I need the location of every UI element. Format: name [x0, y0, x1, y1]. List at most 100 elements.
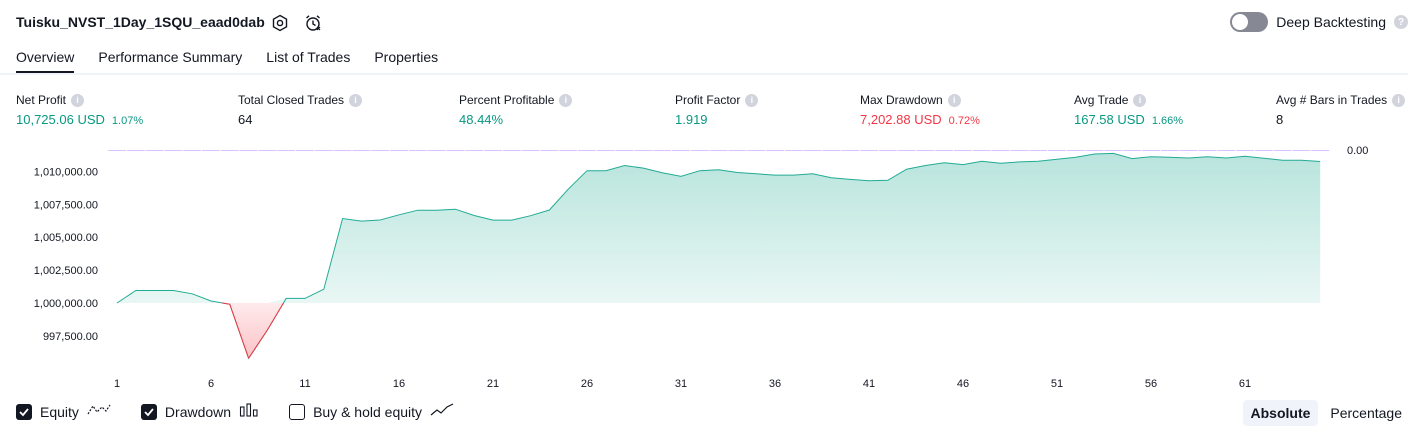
- legend-label: Buy & hold equity: [313, 403, 423, 420]
- legend-equity[interactable]: Equity: [16, 402, 111, 421]
- equity-line-icon: [87, 402, 111, 421]
- drawdown-bar: [954, 150, 972, 151]
- drawdown-bar: [1311, 150, 1330, 151]
- drawdown-checkbox[interactable]: [140, 403, 157, 420]
- equity-checkbox[interactable]: [16, 403, 32, 420]
- help-icon[interactable]: ?: [1394, 15, 1408, 29]
- stat-percent: 1.66%: [1151, 115, 1184, 127]
- stat-net-profit: Net Profit i 10,725.06 USD 1.07%: [16, 93, 143, 127]
- x-axis-tick: 16: [393, 378, 405, 390]
- drawdown-bar: [352, 150, 371, 151]
- buy-hold-checkbox[interactable]: [289, 403, 306, 420]
- drawdown-bar: [108, 150, 126, 151]
- info-icon[interactable]: i: [71, 93, 85, 107]
- drawdown-bar: [1142, 150, 1160, 151]
- drawdown-bar: [916, 150, 935, 151]
- info-icon[interactable]: i: [745, 93, 759, 107]
- info-icon[interactable]: i: [1133, 93, 1147, 107]
- tab-list-of-trades[interactable]: List of Trades: [266, 49, 351, 65]
- drawdown-bar: [371, 150, 390, 151]
- drawdown-bar: [1029, 150, 1048, 151]
- drawdown-bar: [991, 150, 1010, 151]
- drawdown-bar: [1198, 150, 1217, 151]
- drawdown-bar: [860, 150, 878, 151]
- equity-line: [116, 152, 1321, 360]
- stat-label: Avg Trade: [1074, 93, 1129, 107]
- drawdown-bar: [803, 150, 822, 151]
- tab-properties[interactable]: Properties: [374, 49, 439, 65]
- drawdown-bar: [1104, 150, 1123, 151]
- drawdown-bar: [427, 150, 446, 151]
- drawdown-bar: [1292, 150, 1311, 151]
- x-axis-tick: 36: [769, 378, 781, 390]
- drawdown-bar: [784, 150, 803, 151]
- absolute-button[interactable]: Absolute: [1242, 400, 1319, 426]
- drawdown-bar: [258, 150, 277, 151]
- drawdown-bar: [1010, 150, 1029, 151]
- drawdown-bar: [653, 150, 672, 151]
- hexagon-gear-icon[interactable]: [270, 13, 290, 33]
- x-axis-tick: 6: [208, 378, 214, 390]
- stat-value: 64: [238, 112, 253, 127]
- stat-avg-bars-in-trades: Avg # Bars in Trades i 8: [1276, 93, 1406, 127]
- stat-label: Avg # Bars in Trades: [1276, 93, 1388, 107]
- info-icon[interactable]: i: [1392, 93, 1406, 107]
- stat-percent-profitable: Percent Profitable i 48.44%: [459, 93, 573, 127]
- drawdown-bar: [183, 150, 202, 151]
- drawdown-bar: [465, 150, 484, 151]
- drawdown-bar: [277, 150, 296, 151]
- left-axis: 1,010,000.00 1,007,500.00 1,005,000.00 1,00…: [34, 166, 98, 343]
- drawdown-bar: [709, 150, 728, 151]
- drawdown-bar: [390, 150, 408, 151]
- equity-below-start-fill: [222, 303, 284, 359]
- percentage-button[interactable]: Percentage: [1330, 405, 1402, 421]
- drawdown-bar: [1254, 150, 1273, 151]
- drawdown-bar: [897, 150, 916, 151]
- x-axis-tick: 26: [581, 378, 593, 390]
- equity-below-start-line: [222, 302, 284, 359]
- drawdown-bar: [672, 150, 690, 151]
- drawdown-bar: [1085, 150, 1104, 151]
- drawdown-bar: [690, 150, 709, 151]
- drawdown-bar: [841, 150, 860, 151]
- stat-value: 8: [1276, 112, 1284, 127]
- x-axis-tick: 41: [863, 378, 875, 390]
- drawdown-bar: [1236, 150, 1254, 151]
- drawdown-bar: [1273, 150, 1292, 151]
- left-axis-tick: 1,002,500.00: [34, 265, 98, 277]
- stat-avg-trade: Avg Trade i 167.58 USD 1.66%: [1074, 93, 1183, 127]
- buy-hold-line-icon: [430, 402, 454, 421]
- left-axis-tick: 997,500.00: [43, 331, 98, 343]
- deep-backtesting-toggle[interactable]: [1230, 12, 1269, 32]
- info-icon[interactable]: i: [947, 93, 961, 107]
- legend-drawdown[interactable]: Drawdown: [140, 402, 259, 421]
- legend-label: Drawdown: [164, 403, 232, 420]
- legend-buy-hold[interactable]: Buy & hold equity: [289, 402, 454, 421]
- x-axis-tick: 31: [675, 378, 687, 390]
- drawdown-bar: [766, 150, 784, 151]
- alarm-clock-icon[interactable]: [303, 13, 323, 33]
- x-axis-tick: 1: [114, 378, 120, 390]
- stat-value: 7,202.88 USD: [860, 112, 942, 127]
- drawdown-bar: [314, 150, 333, 151]
- stat-label: Net Profit: [16, 93, 67, 107]
- drawdown-bar: [1179, 150, 1198, 151]
- tab-performance-summary[interactable]: Performance Summary: [98, 49, 243, 65]
- x-axis-tick: 46: [957, 378, 969, 390]
- equity-drawdown-chart[interactable]: 1,010,000.00 1,007,500.00 1,005,000.00 1,00…: [0, 140, 1424, 392]
- x-axis-tick: 51: [1051, 378, 1063, 390]
- stat-label: Total Closed Trades: [238, 93, 345, 107]
- tab-overview[interactable]: Overview: [16, 44, 75, 74]
- drawdown-bar: [333, 150, 352, 151]
- chart-legend: Equity Drawdown Buy & hold equity: [16, 402, 484, 421]
- x-axis-tick: 56: [1145, 378, 1157, 390]
- info-icon[interactable]: i: [559, 93, 573, 107]
- left-axis-tick: 1,007,500.00: [34, 199, 98, 211]
- left-axis-tick: 1,005,000.00: [34, 232, 98, 244]
- view-mode-switch: Absolute Percentage: [1242, 400, 1411, 426]
- deep-backtesting-label: Deep Backtesting: [1276, 14, 1386, 30]
- drawdown-bar: [540, 150, 559, 151]
- drawdown-bar: [502, 150, 521, 151]
- info-icon[interactable]: i: [349, 93, 363, 107]
- drawdown-bars-icon: [239, 402, 259, 421]
